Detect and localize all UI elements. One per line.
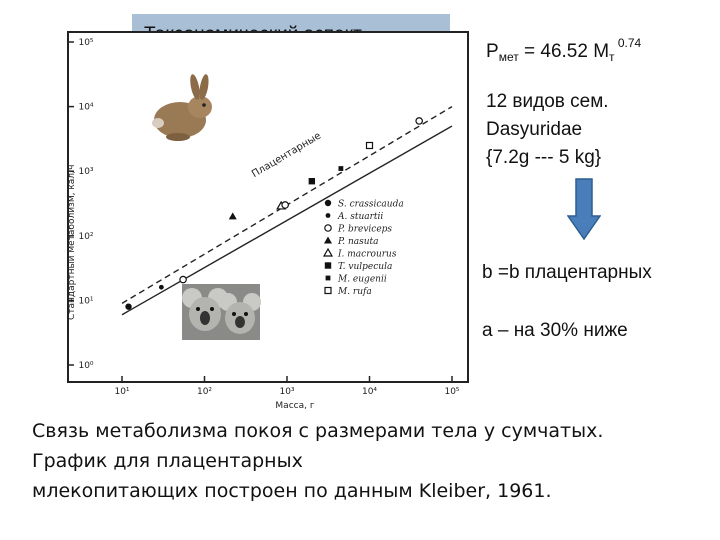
- metabolism-chart: Стандартный метаболизм, кал/ч Масса, г 1…: [60, 30, 480, 411]
- caption-line-3: млекопитающих построен по данным Kleiber…: [32, 480, 552, 502]
- legend-marker: [324, 199, 332, 207]
- legend-marker: [322, 247, 334, 257]
- note-line-1: 12 видов сем.: [486, 91, 609, 112]
- legend-label: S. crassicauda: [338, 200, 404, 210]
- legend-label: T. vulpecula: [338, 262, 392, 272]
- x-tick-label: 10²: [197, 387, 212, 397]
- legend-label: M. eugenii: [337, 275, 387, 285]
- x-tick-label: 10⁵: [444, 387, 459, 397]
- caption-line-2: График для плацентарных: [32, 450, 303, 472]
- data-point: [308, 178, 316, 185]
- data-point: [158, 284, 164, 290]
- data-point: [281, 201, 289, 209]
- x-tick-label: 10¹: [114, 387, 129, 397]
- y-tick-label: 10¹: [78, 296, 93, 306]
- data-point: [179, 275, 187, 284]
- slide-caption: Связь метаболизма покоя с размерами тела…: [32, 416, 718, 506]
- formula-p-sub: мет: [498, 50, 519, 64]
- data-point: [338, 166, 344, 171]
- caption-line-1: Связь метаболизма покоя с размерами тела…: [32, 420, 604, 442]
- note-line-3: {7.2g --- 5 kg}: [486, 147, 602, 168]
- down-arrow-icon: [567, 178, 601, 240]
- legend-marker: [324, 224, 332, 232]
- coefficient-b-text: b =b плацентарных: [482, 262, 652, 283]
- legend-marker: [324, 236, 332, 244]
- note-line-2: Dasyuridae: [486, 119, 583, 140]
- y-tick-label: 10⁰: [78, 361, 93, 371]
- rabbit-photo: [152, 74, 212, 141]
- legend-label: M. rufa: [337, 287, 372, 297]
- legend-label: A. stuartii: [337, 212, 383, 222]
- y-tick-label: 10⁵: [78, 38, 93, 48]
- marsupial-regression-line: [121, 125, 453, 316]
- plot-frame: [67, 31, 469, 383]
- data-point: [228, 212, 237, 220]
- formula-m-sub: т: [609, 50, 615, 64]
- data-point: [365, 141, 374, 150]
- formula-eq: = 46.52 M: [518, 41, 610, 62]
- metabolism-formula: Pмет = 46.52 Mт 0.74: [486, 36, 641, 64]
- x-tick-label: 10³: [279, 387, 294, 397]
- y-tick-label: 10⁴: [78, 103, 93, 113]
- data-point: [125, 303, 132, 310]
- y-axis-label: Стандартный метаболизм, кал/ч: [67, 165, 77, 320]
- chart-svg: Стандартный метаболизм, кал/ч Масса, г 1…: [67, 31, 469, 411]
- formula-p: P: [486, 41, 499, 62]
- legend-marker: [325, 213, 331, 218]
- x-tick-label: 10⁴: [362, 387, 377, 397]
- legend-marker: [325, 275, 331, 281]
- x-axis-label: Масса, г: [275, 401, 314, 410]
- coefficient-a-text: а – на 30% ниже: [482, 320, 628, 341]
- data-point: [415, 117, 423, 125]
- legend-label: I. macrourus: [337, 250, 397, 260]
- y-tick-label: 10²: [78, 232, 93, 242]
- legend-marker: [324, 286, 332, 295]
- legend-marker: [324, 262, 332, 269]
- formula-exponent: 0.74: [614, 36, 642, 50]
- species-note: 12 видов сем. Dasyuridae {7.2g --- 5 kg}: [486, 88, 609, 172]
- y-tick-label: 10³: [78, 167, 93, 177]
- koala-photo: [182, 284, 261, 340]
- legend-label: P. breviceps: [337, 225, 392, 235]
- legend-label: P. nasuta: [337, 237, 379, 247]
